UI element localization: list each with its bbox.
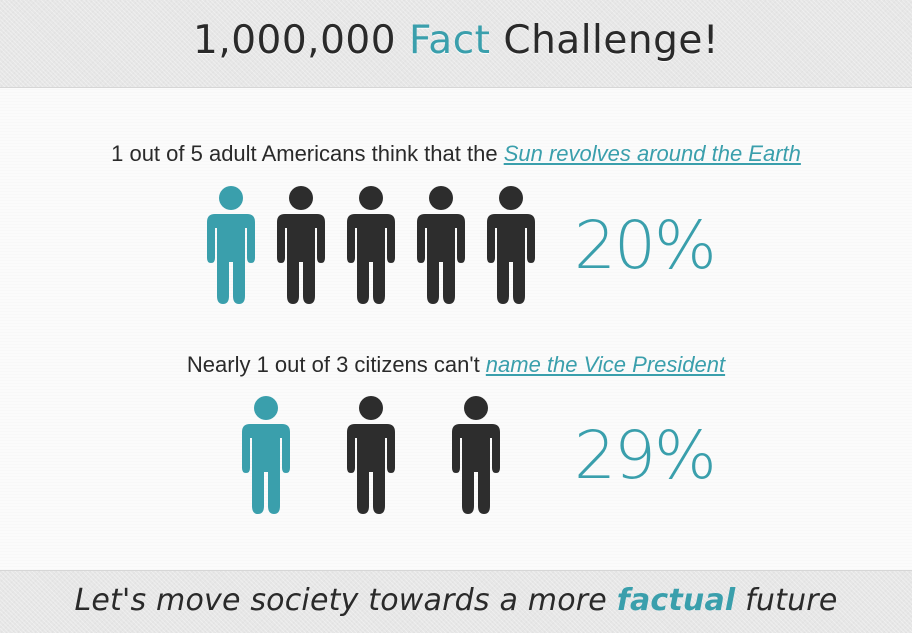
person-icon (417, 186, 465, 304)
fact-1: 1 out of 5 adult Americans think that th… (0, 141, 912, 167)
fact-2-text: Nearly 1 out of 3 citizens can't name th… (0, 352, 912, 378)
fact-2-percent: 29% (574, 417, 717, 494)
page-title: 1,000,000 Fact Challenge! (0, 0, 912, 63)
person-icon (277, 186, 325, 304)
fact-2-link[interactable]: name the Vice President (485, 352, 726, 377)
tagline-accent: factual (616, 583, 736, 618)
footer-banner: Let's move society towards a more factua… (0, 570, 912, 633)
person-icon (347, 186, 395, 304)
tagline-after: future (735, 583, 838, 618)
person-icon-highlighted (207, 186, 255, 304)
fact-1-link[interactable]: Sun revolves around the Earth (503, 141, 801, 166)
person-icon (487, 186, 535, 304)
tagline-before: Let's move society towards a more (74, 583, 617, 618)
person-icon (347, 396, 395, 514)
title-rest: Challenge! (503, 18, 719, 63)
fact-2: Nearly 1 out of 3 citizens can't name th… (0, 352, 912, 378)
person-icon (452, 396, 500, 514)
fact-1-percent: 20% (574, 207, 717, 284)
header-banner: 1,000,000 Fact Challenge! (0, 0, 912, 88)
title-number: 1,000,000 (193, 18, 397, 63)
person-icon-highlighted (242, 396, 290, 514)
fact-1-text: 1 out of 5 adult Americans think that th… (0, 141, 912, 167)
fact-2-text-before: Nearly 1 out of 3 citizens can't (186, 352, 486, 377)
title-accent: Fact (408, 18, 491, 63)
tagline: Let's move society towards a more factua… (0, 571, 912, 618)
main-content: 1 out of 5 adult Americans think that th… (0, 89, 912, 570)
fact-1-text-before: 1 out of 5 adult Americans think that th… (111, 141, 504, 166)
